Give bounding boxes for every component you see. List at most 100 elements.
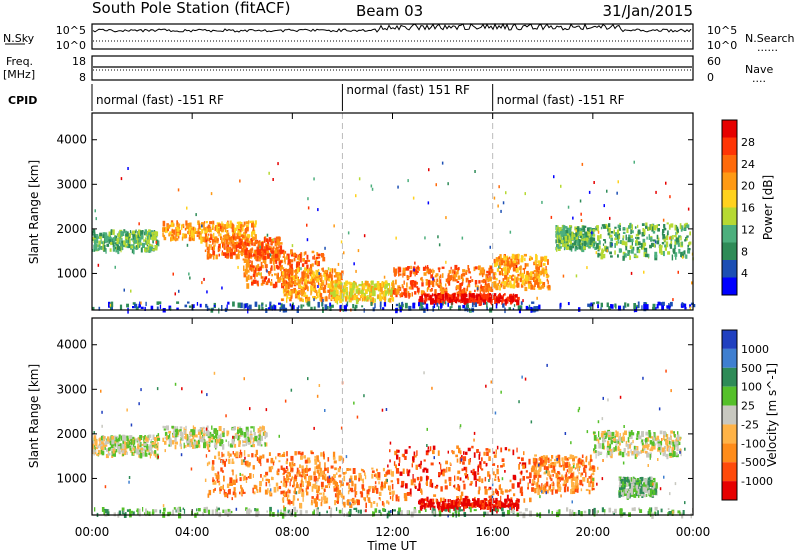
power-cell	[516, 276, 519, 282]
power-cell	[244, 256, 248, 259]
power-cell	[272, 178, 274, 181]
power-cell	[235, 244, 238, 251]
power-cell	[295, 292, 298, 296]
velocity-cell	[222, 453, 225, 457]
power-cell	[92, 249, 94, 252]
power-cell	[317, 281, 320, 286]
power-cell	[433, 293, 436, 297]
velocity-cell	[130, 442, 132, 445]
power-cell	[564, 233, 567, 237]
velocity-cell	[166, 425, 169, 431]
velocity-cell	[394, 450, 398, 456]
power-cell	[468, 299, 471, 303]
power-cell	[681, 241, 683, 246]
power-cell	[520, 274, 522, 280]
velocity-cell	[414, 455, 417, 458]
power-cell	[244, 240, 246, 243]
power-cell	[445, 283, 447, 287]
power-cell	[436, 278, 439, 282]
velocity-cell	[217, 435, 221, 439]
velocity-cell	[527, 482, 529, 488]
power-cell	[388, 290, 390, 296]
power-cell	[476, 294, 480, 297]
power-cell	[384, 285, 387, 290]
velocity-cell	[372, 486, 374, 490]
power-cell	[286, 269, 289, 273]
power-cell	[434, 296, 437, 301]
power-cell	[679, 223, 682, 230]
power-cell	[490, 269, 494, 274]
power-cell	[94, 244, 98, 250]
power-cell	[438, 270, 441, 273]
power-cell	[479, 288, 482, 291]
power-cell	[92, 229, 96, 233]
velocity-cell	[484, 506, 486, 509]
power-cell	[657, 228, 660, 232]
power-cell	[320, 287, 323, 290]
velocity-cell	[195, 444, 198, 449]
power-cell	[403, 280, 405, 285]
power-cell	[421, 279, 424, 283]
velocity-cell	[436, 501, 439, 508]
velocity-cell	[227, 493, 229, 499]
velocity-cell	[457, 506, 459, 510]
power-cell	[438, 285, 441, 288]
velocity-cell	[179, 438, 182, 444]
velocity-cell	[479, 464, 482, 470]
power-cell	[223, 224, 226, 228]
velocity-cell	[199, 433, 202, 437]
velocity-cell	[271, 477, 274, 481]
power-cell	[287, 262, 290, 266]
power-cell	[172, 272, 174, 276]
power-cell	[343, 305, 347, 309]
velocity-cell	[522, 464, 526, 469]
velocity-cell	[206, 440, 208, 447]
power-cell	[371, 187, 374, 191]
power-cell	[241, 248, 244, 253]
power-cell	[401, 301, 404, 306]
power-cell	[616, 229, 620, 235]
power-cell	[288, 283, 290, 290]
power-cell	[499, 266, 501, 269]
velocity-cell	[188, 435, 192, 438]
power-cell	[508, 307, 511, 311]
velocity-cell	[303, 455, 306, 459]
power-cell	[243, 303, 247, 309]
power-cell	[120, 230, 123, 235]
velocity-cell	[173, 426, 177, 432]
velocity-cell	[317, 459, 320, 463]
power-cell	[616, 191, 618, 195]
power-cell	[193, 304, 195, 308]
power-cell	[218, 248, 221, 252]
velocity-cell	[97, 445, 100, 449]
power-cell	[501, 296, 503, 300]
velocity-cell	[250, 444, 253, 448]
power-cell	[225, 236, 228, 240]
velocity-cell	[254, 435, 258, 442]
velocity-cell	[364, 472, 366, 476]
power-cell	[134, 241, 136, 245]
power-cell	[428, 168, 430, 172]
power-cell	[293, 257, 296, 262]
velocity-cell	[232, 469, 234, 476]
power-cell	[582, 225, 586, 230]
velocity-cell	[477, 472, 480, 475]
velocity-cell	[260, 474, 262, 478]
velocity-cell	[305, 464, 308, 470]
velocity-cell	[286, 497, 289, 501]
velocity-cell	[348, 483, 351, 489]
power-cell	[588, 227, 592, 231]
power-cell	[402, 285, 404, 289]
velocity-cell	[233, 487, 235, 492]
velocity-cell	[443, 506, 445, 511]
velocity-cell	[538, 484, 541, 488]
power-cell	[650, 237, 653, 242]
velocity-cell	[444, 498, 447, 503]
power-cell	[186, 206, 188, 210]
power-cell	[335, 272, 338, 278]
velocity-cell	[335, 472, 338, 475]
power-cell	[333, 296, 336, 302]
power-cell	[567, 234, 570, 241]
power-cell	[214, 226, 216, 232]
power-cell	[236, 249, 238, 252]
